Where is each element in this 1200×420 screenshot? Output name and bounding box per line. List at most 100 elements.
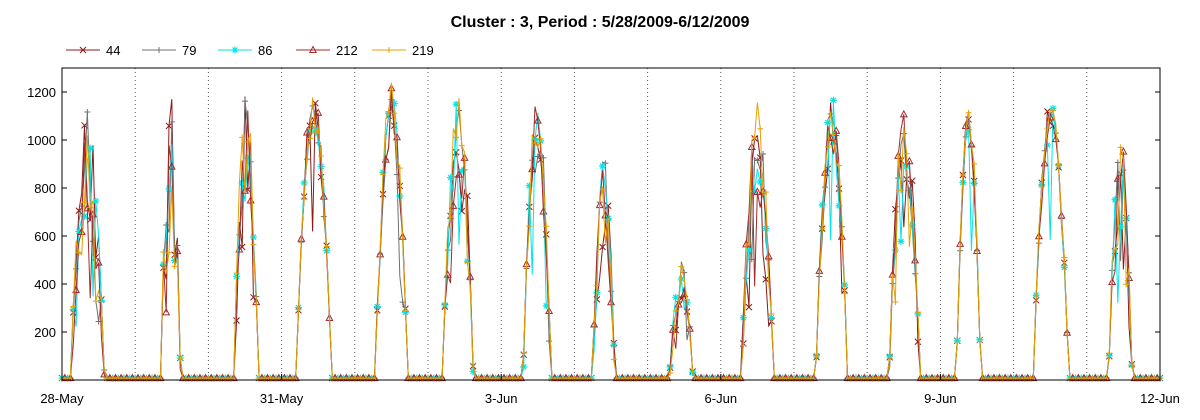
- data-point: [593, 282, 600, 289]
- data-point: [75, 249, 82, 256]
- data-point: [762, 275, 770, 283]
- data-point: [756, 178, 764, 186]
- data-point: [1040, 158, 1049, 167]
- data-point: [165, 122, 173, 130]
- series-line-212: [62, 88, 1160, 379]
- data-point: [300, 179, 308, 187]
- data-point: [897, 237, 905, 245]
- data-point: [454, 170, 464, 178]
- data-point: [543, 223, 550, 230]
- data-point: [892, 299, 899, 306]
- data-point: [836, 162, 843, 169]
- data-point: [841, 290, 848, 297]
- series-79: [61, 96, 1161, 382]
- data-point: [899, 109, 908, 118]
- data-point: [455, 107, 462, 114]
- data-point: [959, 171, 966, 178]
- data-point: [165, 249, 172, 256]
- data-point: [396, 165, 403, 172]
- data-point: [681, 269, 688, 276]
- data-point: [92, 298, 99, 305]
- data-point: [903, 150, 910, 157]
- data-point: [92, 197, 100, 205]
- data-point: [452, 100, 460, 108]
- series-219: [59, 82, 1163, 382]
- data-point: [374, 310, 381, 317]
- legend-label: 212: [336, 43, 358, 58]
- data-point: [602, 160, 609, 167]
- data-point: [163, 221, 170, 228]
- data-point: [1117, 223, 1125, 231]
- data-point: [402, 307, 409, 314]
- x-tick-label: 3-Jun: [485, 391, 518, 406]
- data-point: [94, 258, 103, 266]
- data-point: [745, 240, 752, 247]
- data-point: [168, 118, 175, 125]
- data-point: [312, 130, 319, 137]
- data-point: [1038, 183, 1045, 190]
- x-tick-label: 28-May: [40, 391, 84, 406]
- legend-label: 86: [258, 43, 272, 58]
- data-point: [302, 127, 311, 136]
- data-point: [683, 308, 691, 315]
- data-point: [1123, 281, 1130, 288]
- data-point: [75, 227, 83, 235]
- data-point: [79, 46, 87, 54]
- data-point: [830, 131, 837, 138]
- series-layer: [58, 82, 1164, 382]
- y-tick-label: 600: [34, 229, 56, 244]
- data-point: [599, 243, 606, 251]
- data-point: [965, 109, 972, 116]
- data-point: [762, 225, 770, 233]
- data-point: [308, 45, 318, 53]
- y-axis: 200 400 600 800 1000 1200: [27, 85, 1160, 340]
- data-point: [233, 317, 240, 324]
- data-point: [386, 47, 392, 53]
- data-point: [98, 298, 105, 305]
- data-point: [813, 352, 820, 359]
- legend-label: 219: [412, 43, 434, 58]
- data-point: [751, 134, 758, 141]
- data-point: [464, 259, 471, 266]
- data-point: [908, 221, 916, 229]
- data-point: [525, 182, 533, 190]
- data-point: [528, 164, 537, 173]
- series-line-86: [62, 93, 1160, 379]
- data-point: [1106, 350, 1113, 357]
- data-point: [674, 299, 683, 308]
- series-44: [58, 96, 1164, 382]
- series-line-79: [62, 99, 1160, 379]
- data-point: [87, 204, 94, 211]
- x-tick-label: 31-May: [260, 391, 304, 406]
- data-point: [379, 171, 386, 178]
- y-tick-label: 1000: [27, 133, 56, 148]
- data-point: [162, 307, 171, 316]
- y-tick-label: 400: [34, 277, 56, 292]
- data-point: [449, 201, 458, 209]
- grid: [134, 68, 1088, 380]
- data-point: [1050, 107, 1057, 114]
- data-point: [453, 134, 460, 141]
- data-point: [824, 143, 831, 150]
- data-point: [745, 246, 753, 254]
- legend-label: 79: [182, 43, 196, 58]
- data-point: [762, 189, 769, 196]
- data-point: [897, 187, 904, 194]
- data-point: [818, 201, 826, 209]
- data-point: [173, 246, 182, 255]
- data-point: [306, 128, 314, 136]
- data-point: [244, 154, 252, 162]
- data-point: [242, 98, 248, 105]
- data-point: [1043, 141, 1051, 149]
- data-point: [678, 263, 685, 270]
- data-point: [965, 126, 973, 134]
- data-point: [295, 306, 302, 313]
- data-point: [751, 187, 759, 195]
- data-point: [323, 243, 330, 250]
- data-point: [606, 297, 616, 306]
- series-line-219: [62, 82, 1160, 379]
- y-tick-label: 800: [34, 181, 56, 196]
- data-point: [914, 309, 921, 316]
- data-point: [610, 356, 617, 363]
